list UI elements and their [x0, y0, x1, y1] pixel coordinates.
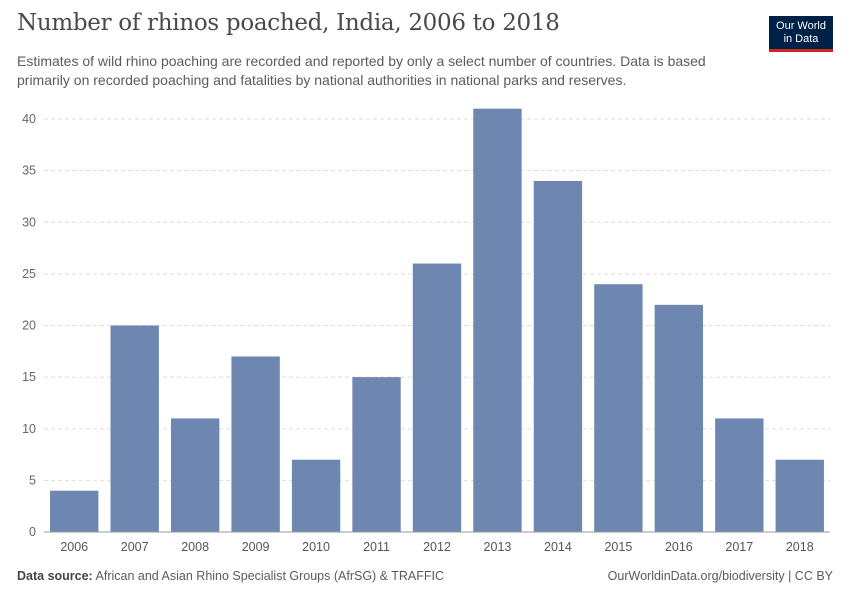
x-tick-label: 2012	[423, 540, 451, 554]
x-tick-label: 2017	[725, 540, 753, 554]
x-tick-label: 2007	[121, 540, 149, 554]
bar	[110, 325, 159, 532]
y-tick-label: 0	[29, 525, 36, 539]
bar	[533, 180, 583, 532]
bar	[291, 459, 341, 532]
y-tick-label: 30	[22, 215, 36, 229]
x-tick-label: 2006	[60, 540, 88, 554]
x-tick-label: 2011	[363, 540, 390, 554]
logo-line-2: in Data	[783, 33, 819, 45]
y-tick-label: 40	[22, 112, 36, 126]
credit-link[interactable]: OurWorldinData.org/biodiversity | CC BY	[607, 569, 833, 583]
y-tick-label: 20	[22, 319, 36, 333]
data-source-text[interactable]: African and Asian Rhino Specialist Group…	[95, 569, 445, 583]
y-tick-label: 15	[22, 370, 36, 384]
x-tick-label: 2015	[604, 540, 632, 554]
bar	[715, 418, 764, 532]
x-tick-label: 2016	[665, 540, 693, 554]
x-tick-label: 2009	[242, 540, 270, 554]
bar	[473, 108, 522, 533]
chart-subtitle: Estimates of wild rhino poaching are rec…	[17, 53, 706, 88]
y-tick-label: 35	[22, 164, 36, 178]
y-tick-label: 25	[22, 267, 36, 281]
x-tick-label: 2014	[544, 540, 572, 554]
bar	[775, 459, 824, 532]
data-source: Data source: African and Asian Rhino Spe…	[17, 569, 444, 583]
bar	[50, 490, 99, 532]
y-tick-label: 5	[29, 473, 36, 487]
x-tick-label: 2008	[181, 540, 209, 554]
logo-line-1: Our World	[776, 20, 826, 32]
bar	[594, 284, 643, 532]
chart-title: Number of rhinos poached, India, 2006 to…	[17, 10, 560, 36]
bar	[654, 304, 704, 532]
owid-logo[interactable]: Our World in Data	[769, 16, 833, 52]
x-tick-label: 2010	[302, 540, 330, 554]
data-source-label: Data source:	[17, 569, 93, 583]
bar	[352, 377, 401, 532]
x-tick-label: 2013	[484, 540, 512, 554]
bar	[412, 263, 462, 532]
bar	[170, 418, 220, 532]
y-tick-label: 10	[22, 422, 36, 436]
bar	[231, 356, 280, 532]
x-tick-label: 2018	[786, 540, 814, 554]
